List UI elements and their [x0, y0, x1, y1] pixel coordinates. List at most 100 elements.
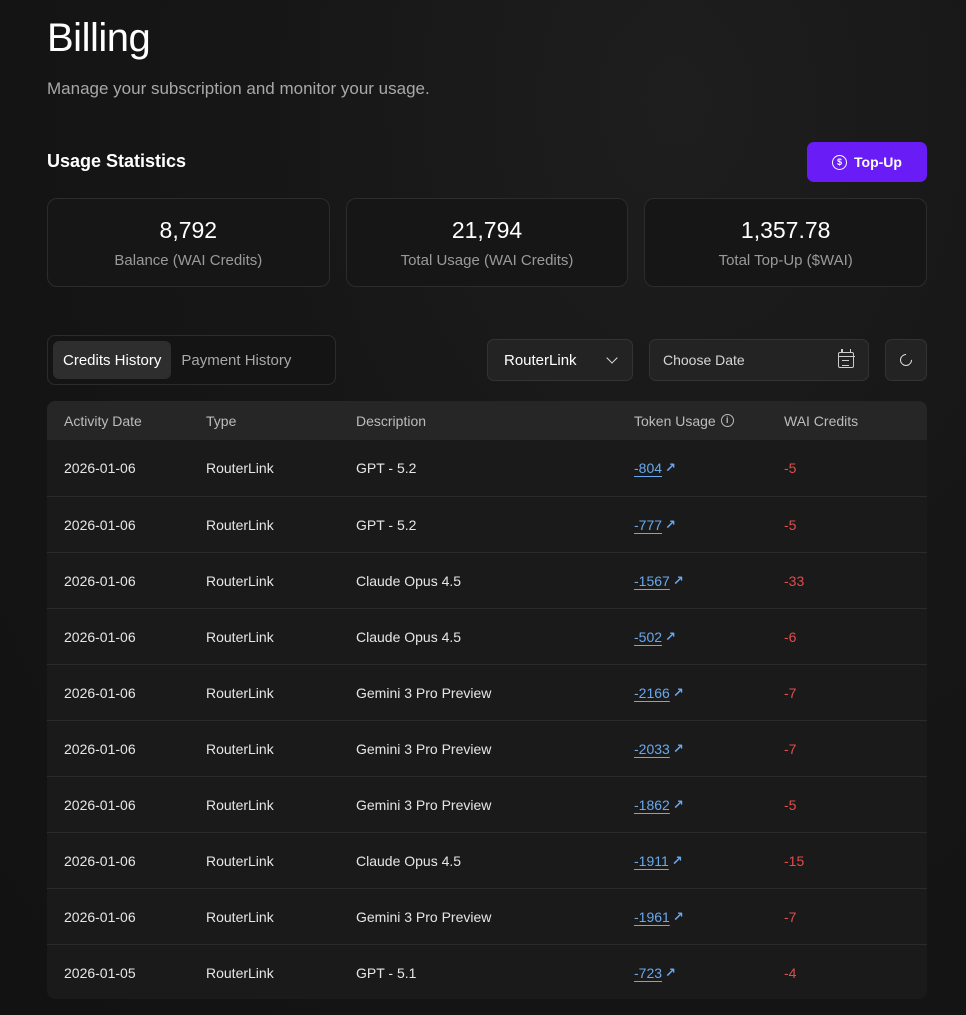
description-cell: GPT - 5.2: [356, 516, 417, 533]
description-cell: Gemini 3 Pro Preview: [356, 684, 492, 701]
type-cell: RouterLink: [206, 964, 274, 981]
wai-credits-cell: -4: [784, 964, 797, 981]
description-cell: GPT - 5.2: [356, 460, 417, 476]
date-input[interactable]: [663, 352, 813, 368]
external-link-icon[interactable]: ↗: [672, 908, 684, 924]
token-usage-link[interactable]: -723: [634, 964, 663, 981]
token-usage-link[interactable]: -1961: [634, 908, 670, 925]
token-usage-cell: -2166 ↗: [634, 665, 784, 720]
type-cell: RouterLink: [206, 460, 274, 476]
type-cell: RouterLink: [206, 628, 274, 645]
activity-date-cell: 2026-01-06: [64, 628, 136, 645]
provider-select[interactable]: RouterLink: [487, 339, 633, 381]
token-usage-cell: -804 ↗: [634, 440, 784, 496]
page-title: Billing: [47, 16, 151, 60]
wai-credits-cell: -6: [784, 628, 797, 645]
token-usage-cell: -1961 ↗: [634, 889, 784, 944]
token-usage-link[interactable]: -1911: [634, 852, 669, 869]
description-cell: GPT - 5.1: [356, 964, 417, 981]
table-row: 2026-01-06 RouterLink Claude Opus 4.5 -502 ↗…: [47, 608, 927, 664]
stat-label: Balance (WAI Credits): [114, 251, 263, 269]
column-header-date: Activity Date: [64, 412, 142, 429]
token-usage-link[interactable]: -1567: [634, 572, 670, 589]
stat-value: 8,792: [159, 216, 218, 243]
external-link-icon[interactable]: ↗: [665, 516, 676, 532]
token-usage-cell: -2033 ↗: [634, 721, 784, 776]
calendar-icon[interactable]: [837, 349, 855, 368]
token-usage-link[interactable]: -777: [634, 516, 663, 533]
top-up-button[interactable]: $ Top-Up: [807, 142, 927, 182]
column-header-description: Description: [356, 412, 427, 429]
external-link-icon[interactable]: ↗: [672, 572, 684, 588]
type-cell: RouterLink: [206, 740, 274, 757]
wai-credits-cell: -7: [784, 908, 797, 925]
type-cell: RouterLink: [206, 908, 274, 925]
credits-table: Activity Date Type Description Token Usa…: [47, 401, 927, 999]
external-link-icon[interactable]: ↗: [671, 852, 683, 868]
column-header-type: Type: [206, 412, 237, 429]
description-cell: Claude Opus 4.5: [356, 628, 462, 645]
info-icon[interactable]: i: [720, 414, 734, 427]
external-link-icon[interactable]: ↗: [665, 460, 676, 475]
activity-date-cell: 2026-01-06: [64, 796, 136, 813]
token-usage-cell: -502 ↗: [634, 609, 784, 664]
stats-row: 8,792 Balance (WAI Credits) 21,794 Total…: [47, 198, 928, 287]
external-link-icon[interactable]: ↗: [665, 964, 676, 980]
description-cell: Claude Opus 4.5: [356, 572, 462, 589]
activity-date-cell: 2026-01-06: [64, 516, 136, 533]
description-cell: Gemini 3 Pro Preview: [356, 740, 492, 757]
type-cell: RouterLink: [206, 572, 274, 589]
external-link-icon[interactable]: ↗: [672, 684, 684, 700]
stat-value: 1,357.78: [740, 216, 831, 243]
wai-credits-cell: -5: [784, 796, 797, 813]
external-link-icon[interactable]: ↗: [665, 628, 676, 644]
token-usage-cell: -777 ↗: [634, 497, 784, 552]
table-row: 2026-01-06 RouterLink Gemini 3 Pro Preview…: [47, 888, 927, 944]
table-row: 2026-01-06 RouterLink Gemini 3 Pro Preview…: [47, 664, 927, 720]
tab-credits-history[interactable]: Credits History: [53, 341, 172, 379]
token-usage-link[interactable]: -1862: [634, 796, 670, 813]
stat-value: 21,794: [451, 216, 523, 243]
external-link-icon[interactable]: ↗: [672, 796, 684, 812]
table-row: 2026-01-06 RouterLink Claude Opus 4.5 -1567…: [47, 552, 927, 608]
total-topup-card: 1,357.78 Total Top-Up ($WAI): [644, 198, 928, 287]
usage-statistics-heading: Usage Statistics: [47, 151, 187, 171]
token-usage-link[interactable]: -2033: [634, 740, 670, 757]
external-link-icon[interactable]: ↗: [672, 740, 684, 756]
top-up-label: Top-Up: [854, 154, 902, 170]
token-usage-link[interactable]: -804: [634, 460, 663, 476]
table-row: 2026-01-05 RouterLink GPT - 5.1 -723 ↗ -4: [47, 944, 927, 999]
refresh-button[interactable]: [885, 339, 927, 381]
tab-payment-history[interactable]: Payment History: [181, 351, 292, 369]
total-usage-card: 21,794 Total Usage (WAI Credits): [345, 198, 629, 287]
column-header-wai-credits: WAI Credits: [784, 412, 859, 429]
provider-select-value: RouterLink: [504, 351, 577, 369]
activity-date-cell: 2026-01-06: [64, 572, 136, 589]
stat-label: Total Usage (WAI Credits): [400, 251, 574, 269]
type-cell: RouterLink: [206, 852, 274, 869]
activity-date-cell: 2026-01-06: [64, 684, 136, 701]
token-usage-cell: -1911 ↗: [634, 833, 784, 888]
type-cell: RouterLink: [206, 516, 274, 533]
wai-credits-cell: -5: [784, 460, 797, 476]
activity-date-cell: 2026-01-06: [64, 908, 136, 925]
activity-date-cell: 2026-01-06: [64, 852, 136, 869]
token-usage-link[interactable]: -502: [634, 628, 663, 645]
column-header-token-usage-label: Token Usage: [634, 412, 716, 429]
type-cell: RouterLink: [206, 796, 274, 813]
activity-date-cell: 2026-01-06: [64, 740, 136, 757]
table-row: 2026-01-06 RouterLink Gemini 3 Pro Preview…: [47, 720, 927, 776]
token-usage-link[interactable]: -2166: [634, 684, 670, 701]
description-cell: Gemini 3 Pro Preview: [356, 796, 492, 813]
token-usage-cell: -1862 ↗: [634, 777, 784, 832]
wai-credits-cell: -15: [784, 852, 805, 869]
refresh-icon: [897, 351, 915, 369]
activity-date-cell: 2026-01-05: [64, 964, 136, 981]
description-cell: Gemini 3 Pro Preview: [356, 908, 492, 925]
table-row: 2026-01-06 RouterLink GPT - 5.2 -804 ↗ -5: [47, 440, 927, 496]
wai-credits-cell: -7: [784, 740, 797, 757]
history-tabs: Credits History Payment History: [47, 335, 336, 385]
table-header: Activity Date Type Description Token Usa…: [47, 401, 927, 440]
wai-credits-cell: -33: [784, 572, 805, 589]
date-picker[interactable]: [649, 339, 869, 381]
